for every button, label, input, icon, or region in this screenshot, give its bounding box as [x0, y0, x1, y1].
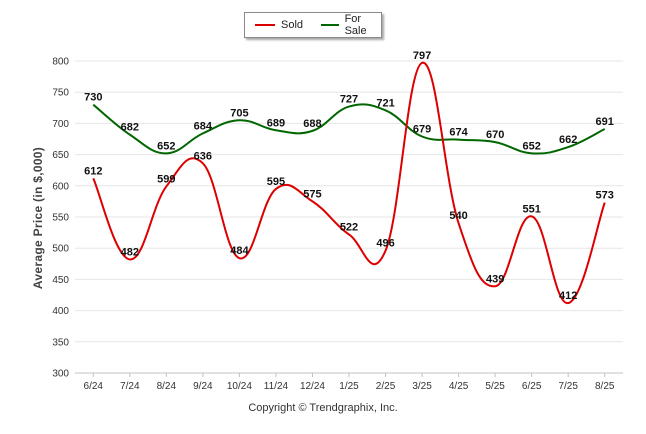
y-tick-label: 700 — [52, 119, 69, 130]
data-label-sold: 573 — [596, 190, 614, 202]
series-line-sold — [92, 61, 606, 305]
x-tick-label: 11/24 — [264, 381, 289, 392]
data-label-for-sale: 674 — [449, 127, 468, 139]
x-tick-label: 12/24 — [300, 381, 325, 392]
data-label-sold: 439 — [486, 273, 504, 285]
y-tick-label: 400 — [52, 306, 69, 317]
x-tick-label: 7/25 — [558, 381, 578, 392]
data-label-sold: 636 — [194, 150, 212, 162]
x-tick-label: 4/25 — [449, 381, 469, 392]
data-label-for-sale: 689 — [267, 117, 285, 129]
x-tick-label: 1/25 — [339, 381, 359, 392]
legend-swatch-sold — [255, 24, 275, 26]
copyright-text: Copyright © Trendgraphix, Inc. — [248, 402, 398, 414]
data-label-sold: 484 — [230, 245, 249, 257]
data-label-sold: 595 — [267, 176, 285, 188]
data-label-for-sale: 705 — [230, 107, 248, 119]
x-tick-label: 10/24 — [227, 381, 252, 392]
y-tick-label: 650 — [52, 150, 69, 161]
data-label-sold: 612 — [84, 165, 102, 177]
x-tick-label: 2/25 — [376, 381, 396, 392]
data-label-for-sale: 684 — [194, 120, 213, 132]
data-label-for-sale: 652 — [522, 140, 540, 152]
data-label-sold: 797 — [413, 50, 431, 62]
data-label-sold: 412 — [559, 290, 577, 302]
y-tick-label: 350 — [52, 337, 69, 348]
y-tick-label: 800 — [52, 57, 69, 68]
x-tick-label: 8/25 — [595, 381, 615, 392]
data-label-for-sale: 670 — [486, 129, 504, 141]
legend-label-for-sale: For Sale — [344, 13, 367, 37]
legend-swatch-for-sale — [321, 24, 339, 26]
y-tick-label: 500 — [52, 244, 69, 255]
x-tick-label: 3/25 — [412, 381, 432, 392]
data-label-sold: 551 — [522, 203, 540, 215]
y-tick-label: 600 — [52, 181, 69, 192]
data-label-for-sale: 679 — [413, 124, 431, 136]
series-line-for-sale — [92, 103, 606, 155]
data-label-sold: 482 — [121, 246, 139, 258]
data-label-sold: 599 — [157, 173, 175, 185]
x-tick-label: 5/25 — [485, 381, 505, 392]
data-label-sold: 496 — [376, 238, 394, 250]
y-axis-label: Average Price (in $,000) — [31, 146, 45, 290]
y-tick-label: 750 — [52, 88, 69, 99]
legend-item-sold: Sold — [255, 19, 303, 31]
data-label-sold: 575 — [303, 188, 321, 200]
x-tick-label: 9/24 — [193, 381, 213, 392]
x-tick-label: 6/24 — [84, 381, 104, 392]
x-tick-label: 6/25 — [522, 381, 542, 392]
legend: Sold For Sale — [244, 12, 382, 38]
data-label-for-sale: 691 — [596, 116, 614, 128]
data-label-for-sale: 721 — [376, 97, 394, 109]
y-tick-label: 450 — [52, 275, 69, 286]
y-tick-label: 300 — [52, 369, 69, 380]
data-label-for-sale: 682 — [121, 122, 139, 134]
x-tick-label: 8/24 — [157, 381, 177, 392]
legend-label-sold: Sold — [281, 19, 304, 31]
data-label-for-sale: 662 — [559, 134, 577, 146]
legend-item-for-sale: For Sale — [321, 13, 381, 37]
x-tick-label: 7/24 — [120, 381, 140, 392]
data-label-for-sale: 730 — [84, 92, 102, 104]
data-label-sold: 522 — [340, 221, 358, 233]
data-label-for-sale: 652 — [157, 140, 175, 152]
data-label-for-sale: 688 — [303, 118, 321, 130]
data-label-for-sale: 727 — [340, 94, 358, 106]
y-tick-label: 550 — [52, 213, 69, 224]
data-label-sold: 540 — [449, 210, 467, 222]
